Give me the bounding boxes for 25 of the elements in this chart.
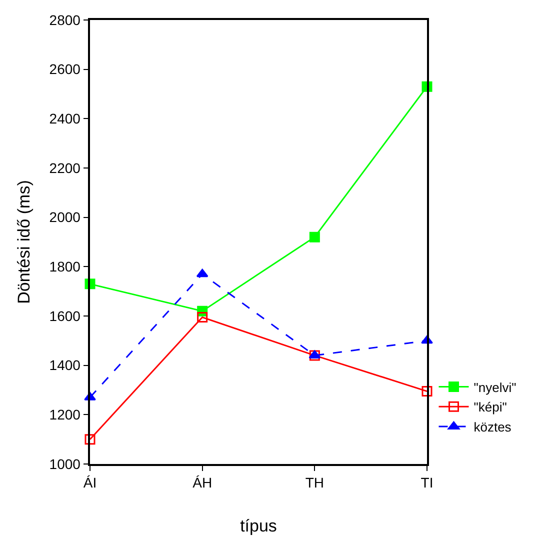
y-tick-label: 2600 bbox=[49, 61, 81, 78]
point bbox=[422, 386, 432, 396]
y-axis-title: Döntési idő (ms) bbox=[14, 180, 34, 304]
x-tick-label: ÁI bbox=[83, 474, 97, 491]
y-tick-label: 1000 bbox=[49, 456, 81, 472]
x-tick-label: TH bbox=[305, 474, 324, 491]
point bbox=[309, 350, 320, 361]
point bbox=[197, 312, 208, 322]
point bbox=[309, 232, 320, 242]
legend-label: "képi" bbox=[474, 400, 508, 415]
y-tick-label: 1200 bbox=[49, 406, 81, 423]
x-tick-label: ÁH bbox=[192, 474, 212, 491]
y-tick-label: 1600 bbox=[49, 308, 81, 324]
y-tick-label: 1400 bbox=[49, 357, 81, 374]
point bbox=[196, 268, 208, 278]
legend-label: "nyelvi" bbox=[474, 380, 517, 395]
y-tick-label: 2800 bbox=[49, 12, 81, 28]
point bbox=[84, 434, 96, 445]
y-tick-label: 1800 bbox=[49, 258, 81, 275]
y-tick-label: 2400 bbox=[49, 110, 81, 127]
y-tick-label: 2000 bbox=[49, 209, 81, 226]
x-axis-title: típus bbox=[240, 516, 277, 536]
legend-label: köztes bbox=[474, 420, 512, 435]
y-tick-label: 2200 bbox=[49, 160, 81, 176]
x-tick-label: TI bbox=[420, 474, 434, 491]
